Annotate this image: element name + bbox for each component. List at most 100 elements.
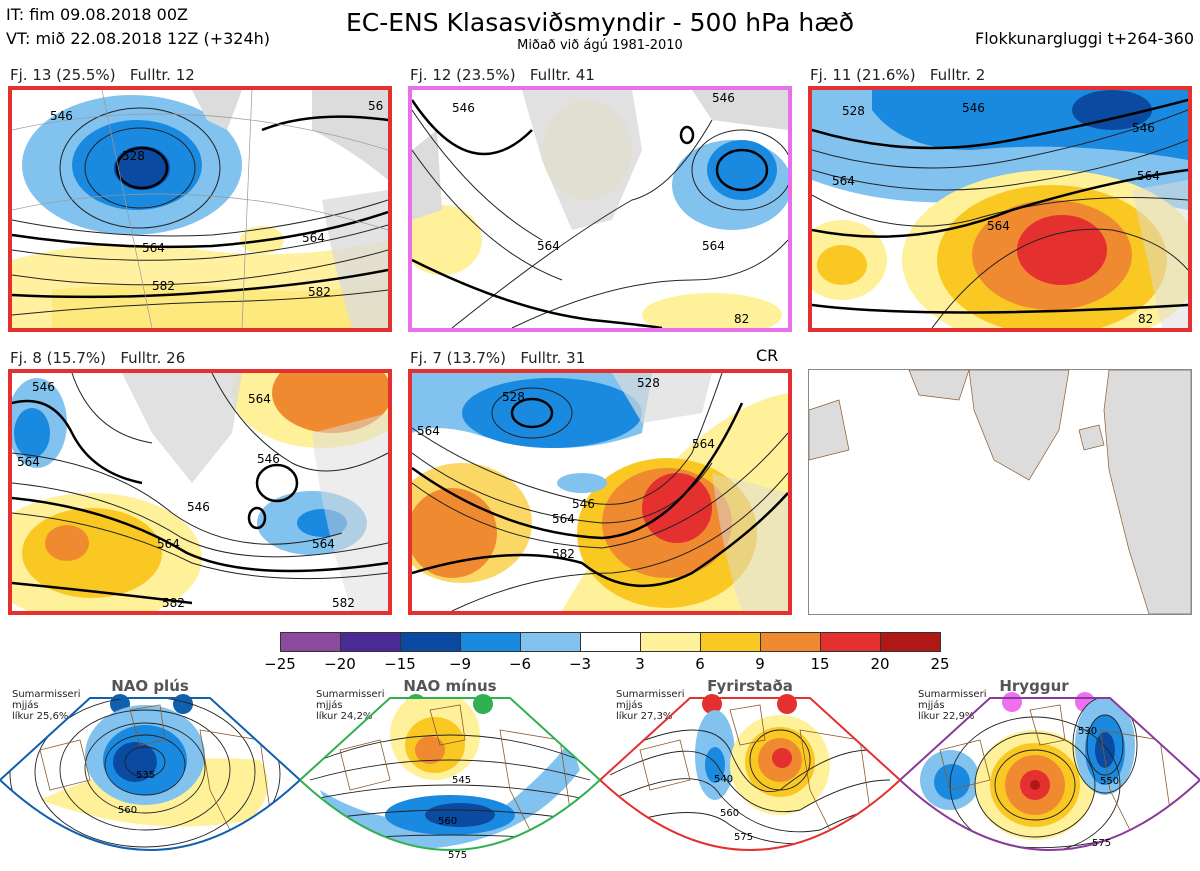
regime-2-contour-label: 575 bbox=[448, 850, 467, 861]
colorbar-cell bbox=[280, 632, 341, 652]
regime-2-prob: líkur 24,2% bbox=[316, 711, 373, 722]
panel-4-members: Fulltr. 26 bbox=[120, 349, 186, 367]
regime-4-prob: líkur 22,9% bbox=[918, 711, 975, 722]
panel-2-contour-label: 564 bbox=[702, 239, 725, 253]
colorbar-tick: 3 bbox=[635, 655, 645, 673]
regime-1-contour-label: 535 bbox=[136, 770, 155, 781]
panel-5-contour-label: 546 bbox=[572, 497, 595, 511]
panel-2-contour-label: 564 bbox=[537, 239, 560, 253]
panel-3-contour-label: 528 bbox=[842, 104, 865, 118]
panel-1-contour-label: 582 bbox=[308, 285, 331, 299]
panel-5-tag: CR bbox=[756, 346, 779, 365]
colorbar-cell bbox=[460, 632, 521, 652]
panel-1-label: Fj. 13 (25.5%) Fulltr. 12 bbox=[10, 66, 195, 84]
colorbar-tick: −3 bbox=[568, 655, 592, 673]
panel-5-contour-label: 564 bbox=[552, 512, 575, 526]
regime-3-name: Fyrirstaða bbox=[707, 677, 793, 695]
panel-3-contour-label: 82 bbox=[1138, 312, 1153, 326]
panel-3-contour-label: 546 bbox=[962, 101, 985, 115]
panel-1-map: 546 528 564 582 564 582 56 bbox=[8, 86, 392, 332]
panel-1-contour-label: 582 bbox=[152, 279, 175, 293]
regime-3-prob: líkur 27,3% bbox=[616, 711, 673, 722]
panel-3-contour-label: 564 bbox=[1137, 169, 1160, 183]
regime-3-season: Sumarmisseri bbox=[616, 689, 685, 700]
regime-4-name: Hryggur bbox=[999, 677, 1069, 695]
panel-4-contour-label: 564 bbox=[157, 537, 180, 551]
regime-2-contour-label: 560 bbox=[438, 816, 457, 827]
colorbar-cell bbox=[880, 632, 941, 652]
panel-5-map: 528 528 564 546 564 564 582 bbox=[408, 369, 792, 615]
panel-1-contour-label: 528 bbox=[122, 149, 145, 163]
page-subtitle: Miðað við ágú 1981-2010 bbox=[517, 38, 683, 53]
panel-4-contour-label: 546 bbox=[187, 500, 210, 514]
panel-1-contour-label: 56 bbox=[368, 99, 383, 113]
panel-3-members: Fulltr. 2 bbox=[929, 66, 986, 84]
panel-2-contour-label: 546 bbox=[712, 91, 735, 105]
panel-2-members: Fulltr. 41 bbox=[529, 66, 595, 84]
colorbar-tick: −15 bbox=[384, 655, 416, 673]
regime-2-season: Sumarmisseri bbox=[316, 689, 385, 700]
panel-2-contour-label: 82 bbox=[734, 312, 749, 326]
regime-2-mean: mjjás bbox=[316, 700, 343, 711]
colorbar-tick: 6 bbox=[695, 655, 705, 673]
regime-4-mean: mjjás bbox=[918, 700, 945, 711]
panel-3-label: Fj. 11 (21.6%) Fulltr. 2 bbox=[810, 66, 985, 84]
regime-4-contour-label: 575 bbox=[1092, 838, 1111, 849]
regime-1-prob: líkur 25,6% bbox=[12, 711, 69, 722]
panel-2-svg: 546 564 564 82 546 bbox=[412, 90, 788, 328]
regime-2-contour-label: 545 bbox=[452, 775, 471, 786]
regime-4-season: Sumarmisseri bbox=[918, 689, 987, 700]
panel-6-empty-map bbox=[808, 369, 1192, 615]
regime-3-contour-label: 575 bbox=[734, 832, 753, 843]
colorbar-tick: −25 bbox=[264, 655, 296, 673]
panel-3-contour-label: 564 bbox=[987, 219, 1010, 233]
colorbar-tick: 25 bbox=[930, 655, 950, 673]
colorbar-cell bbox=[640, 632, 701, 652]
regime-3-contour-label: 560 bbox=[720, 808, 739, 819]
panel-4-contour-label: 564 bbox=[248, 392, 271, 406]
panel-5-label: Fj. 7 (13.7%) Fulltr. 31 bbox=[410, 349, 585, 367]
panel-1-cluster: Fj. 13 (25.5%) bbox=[10, 66, 116, 84]
panel-1-contour-label: 564 bbox=[142, 241, 165, 255]
regime-3-contour-label: 540 bbox=[714, 774, 733, 785]
colorbar-cell bbox=[520, 632, 581, 652]
regime-2-name: NAO mínus bbox=[403, 677, 497, 695]
colorbar-cell bbox=[400, 632, 461, 652]
regime-1-contour-label: 560 bbox=[118, 805, 137, 816]
panel-1-contour-label: 564 bbox=[302, 231, 325, 245]
regime-3-info: Sumarmisseri mjjás líkur 27,3% bbox=[616, 689, 684, 722]
page-title: EC-ENS Klasasviðsmyndir - 500 hPa hæð bbox=[345, 8, 855, 37]
colorbar-cell bbox=[340, 632, 401, 652]
panel-5-cluster: Fj. 7 (13.7%) bbox=[410, 349, 506, 367]
panel-5-contour-label: 582 bbox=[552, 547, 575, 561]
regime-4-info: Sumarmisseri mjjás líkur 22,9% bbox=[918, 689, 986, 722]
panel-3-map: 528 546 546 564 564 564 82 bbox=[808, 86, 1192, 332]
regime-4-map: 530 550 575 bbox=[900, 697, 1200, 851]
panel-4-label: Fj. 8 (15.7%) Fulltr. 26 bbox=[10, 349, 185, 367]
panel-6-svg bbox=[809, 370, 1191, 614]
colorbar-tick: −9 bbox=[448, 655, 472, 673]
panel-4-contour-label: 564 bbox=[17, 455, 40, 469]
panel-4-map: 546 564 564 546 546 564 564 582 582 bbox=[8, 369, 392, 615]
panel-1-svg: 546 528 564 582 564 582 56 bbox=[12, 90, 388, 328]
regime-3-map: 540 560 575 bbox=[600, 697, 900, 851]
panel-2-cluster: Fj. 12 (23.5%) bbox=[410, 66, 516, 84]
regime-1-name: NAO plús bbox=[111, 677, 189, 695]
colorbar-tick: 15 bbox=[810, 655, 830, 673]
panel-4-contour-label: 582 bbox=[332, 596, 355, 610]
panel-5-contour-label: 564 bbox=[417, 424, 440, 438]
panel-4-svg: 546 564 564 546 546 564 564 582 582 bbox=[12, 373, 388, 611]
regime-1-map: 535 560 bbox=[0, 697, 300, 851]
colorbar-tick: 9 bbox=[755, 655, 765, 673]
regime-2-info: Sumarmisseri mjjás líkur 24,2% bbox=[316, 689, 384, 722]
panel-5-contour-label: 564 bbox=[692, 437, 715, 451]
regime-3-mean: mjjás bbox=[616, 700, 643, 711]
regime-4-contour-label: 530 bbox=[1078, 726, 1097, 737]
panel-3-contour-label: 546 bbox=[1132, 121, 1155, 135]
colorbar-cell bbox=[700, 632, 761, 652]
regime-4-contour-label: 550 bbox=[1100, 776, 1119, 787]
regime-2-map: 545 560 575 bbox=[300, 697, 600, 861]
panel-2-contour-label: 546 bbox=[452, 101, 475, 115]
panel-4-contour-label: 564 bbox=[312, 537, 335, 551]
colorbar-tick: −6 bbox=[508, 655, 532, 673]
